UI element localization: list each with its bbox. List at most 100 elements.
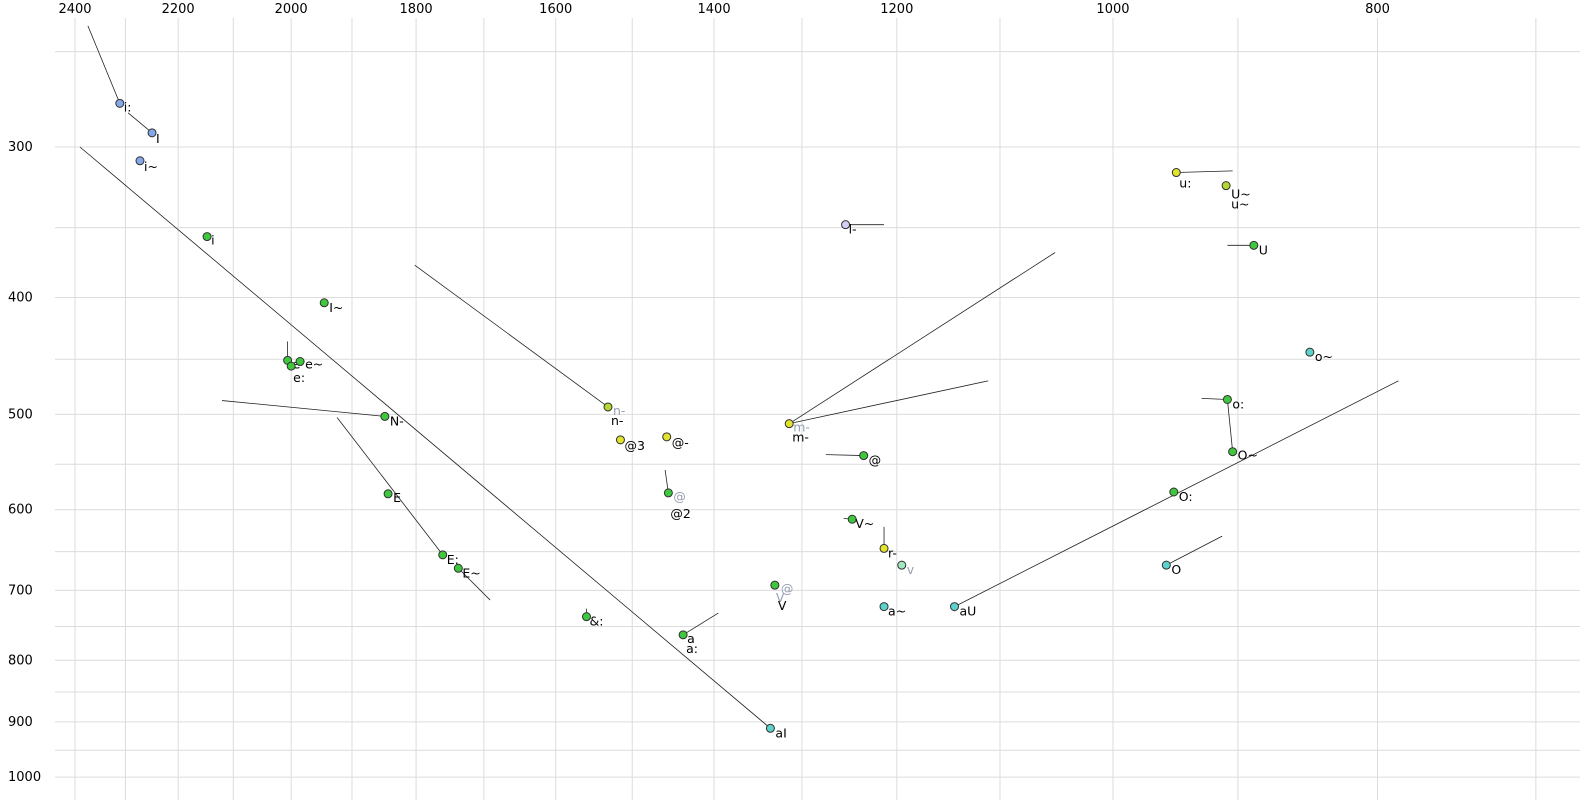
vowel-point-label-muted: v [907, 562, 915, 577]
vowel-point-label: r- [888, 545, 897, 560]
vowel-point [879, 543, 889, 553]
formant-trajectory-line [1227, 399, 1234, 452]
vowel-point-label: @- [672, 435, 689, 450]
vowel-point-label: a [687, 631, 695, 646]
vowel-point [1305, 347, 1315, 357]
vowel-point-label: &: [590, 614, 604, 629]
formant-trajectory-line [1166, 535, 1223, 566]
vowel-point-label-muted: @ [781, 581, 794, 596]
vowel-point [1249, 240, 1259, 250]
vowel-point [1161, 560, 1171, 570]
vowel-point [662, 432, 672, 442]
vowel-point [1222, 394, 1232, 404]
vowel-point-label: o~ [1315, 349, 1333, 364]
formant-trajectory-line [458, 567, 491, 601]
vowel-point [1221, 181, 1231, 191]
y-axis-tick: 800 [8, 653, 33, 668]
vowel-point-label: E: [447, 552, 459, 567]
formant-trajectory-line [788, 252, 1056, 425]
vowel-point-label: I [156, 131, 160, 146]
x-axis-tick: 1600 [539, 2, 572, 17]
vowel-point-label: @ [869, 453, 882, 468]
x-axis-tick: 2200 [162, 2, 195, 17]
vowel-point-label: V~ [855, 516, 874, 531]
vowel-point-label: i: [124, 99, 132, 114]
vowel-point [202, 232, 212, 242]
vowel-point-label: e~ [305, 357, 323, 372]
vowel-point [784, 419, 794, 429]
vowel-point [678, 630, 688, 640]
vowel-point-label-muted: m- [793, 420, 810, 435]
vowel-point-label: V [778, 598, 787, 613]
vowel-point-label: I~ [329, 300, 343, 315]
vowel-point [897, 560, 907, 570]
vowel-point [615, 435, 625, 445]
vowel-point-label: u: [1179, 176, 1191, 191]
vowel-point-label: E [393, 490, 401, 505]
vowel-point [663, 488, 673, 498]
y-axis-tick: 900 [8, 715, 33, 730]
vowel-point-label: a: [686, 641, 698, 656]
x-axis-tick: 800 [1365, 2, 1390, 17]
vowel-point [319, 298, 329, 308]
vowel-point [115, 98, 125, 108]
vowel-point [380, 411, 390, 421]
vowel-point-label: O [1171, 562, 1181, 577]
vowel-point [1171, 168, 1181, 178]
vowel-point-label: aI [775, 725, 786, 740]
vowel-point-label-muted: V [776, 590, 785, 605]
formant-trajectory-line [336, 417, 444, 556]
vowel-point [841, 220, 851, 230]
vowel-point-label: i~ [144, 159, 158, 174]
formant-trajectory-line [222, 400, 385, 417]
formant-trajectory-line [825, 454, 864, 456]
vowel-point [859, 451, 869, 461]
vowel-point-label: U~ [1231, 187, 1251, 202]
formant-trajectory-line [682, 612, 719, 636]
vowel-point-label: U [1259, 242, 1268, 257]
formant-trajectory-line [79, 146, 771, 729]
formant-trajectory-line [789, 380, 989, 425]
vowel-point [879, 602, 889, 612]
vowel-point-label: aU [960, 604, 977, 619]
vowel-point [847, 514, 857, 524]
vowel-point-label: @2 [670, 506, 690, 521]
vowel-point-label: u~ [1231, 197, 1249, 212]
formant-trajectory-line [87, 25, 121, 104]
vowel-point-label: O: [1179, 489, 1193, 504]
vowel-point-label: o: [1232, 396, 1244, 411]
y-axis-tick: 1000 [8, 770, 41, 785]
vowel-point [1169, 487, 1179, 497]
vowel-point [286, 361, 296, 371]
y-axis-tick: 700 [8, 583, 33, 598]
vowel-point-label-muted: @ [673, 489, 686, 504]
x-axis-tick: 1200 [880, 2, 913, 17]
vowel-point-label: N- [390, 413, 404, 428]
vowel-point [147, 128, 157, 138]
formant-trajectory-line [127, 112, 153, 134]
vowel-point-label: a~ [888, 604, 906, 619]
vowel-point [438, 550, 448, 560]
vowel-point [383, 489, 393, 499]
y-axis-tick: 400 [8, 291, 33, 306]
y-axis-tick: 500 [8, 407, 33, 422]
x-axis-tick: 1000 [1096, 2, 1129, 17]
vowel-point [765, 723, 775, 733]
vowel-point [1228, 447, 1238, 457]
vowel-point-label: E~ [462, 565, 480, 580]
vowel-point-label: m- [792, 430, 809, 445]
vowel-point [295, 357, 305, 367]
vowel-point [135, 156, 145, 166]
x-axis-tick: 1400 [698, 2, 731, 17]
vowel-point [582, 612, 592, 622]
vowel-point-label: n- [611, 413, 623, 428]
y-axis-tick: 300 [8, 140, 33, 155]
formant-trajectory-line [1176, 170, 1233, 173]
vowel-point-label: @3 [624, 438, 644, 453]
x-axis-tick: 1800 [400, 2, 433, 17]
vowel-point-label: i [211, 233, 214, 248]
vowel-point [950, 602, 960, 612]
y-axis-tick: 600 [8, 503, 33, 518]
